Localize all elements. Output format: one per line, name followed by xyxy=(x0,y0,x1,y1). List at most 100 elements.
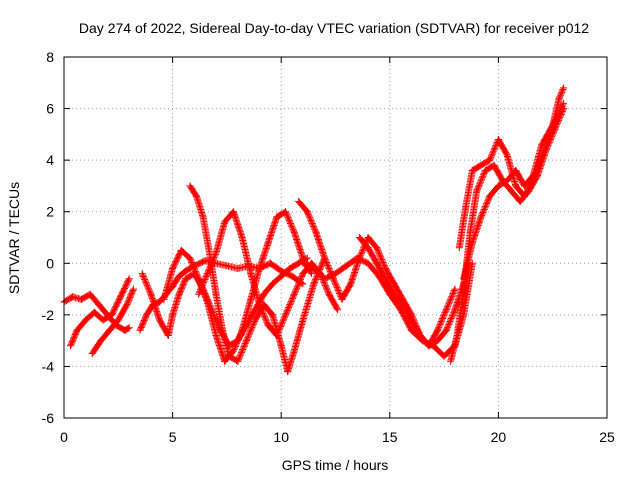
data-marker-segment xyxy=(442,306,459,334)
data-marker-segment xyxy=(238,234,255,278)
y-tick-label: 6 xyxy=(46,101,54,117)
data-marker-segment xyxy=(460,259,476,319)
data-marker-segment xyxy=(147,290,164,324)
data-marker-segment xyxy=(299,280,318,324)
data-marker-segment xyxy=(486,182,502,200)
data-marker-segment xyxy=(555,99,568,118)
data-marker-segment xyxy=(256,301,272,329)
data-marker-segment xyxy=(312,228,329,262)
data-marker-segment xyxy=(264,213,281,247)
data-marker-segment xyxy=(494,136,511,159)
data-marker-segment xyxy=(86,290,103,308)
data-marker-segment xyxy=(290,270,307,298)
plot-frame xyxy=(63,56,608,419)
data-marker-segment xyxy=(88,337,105,357)
data-marker-segment xyxy=(260,301,276,319)
data-marker-segment xyxy=(399,301,415,324)
data-marker-segment xyxy=(212,332,229,365)
data-marker-segment xyxy=(242,316,259,345)
data-marker-segment xyxy=(290,316,307,355)
data-marker-segment xyxy=(186,254,203,283)
data-marker-segment xyxy=(97,326,114,345)
data-marker-segment xyxy=(477,192,494,221)
data-marker-segment xyxy=(282,208,298,236)
data-marker-segment xyxy=(203,249,220,278)
y-tick-label: -6 xyxy=(42,410,55,426)
data-marker-segment xyxy=(521,172,537,190)
data-marker-segment xyxy=(117,275,133,301)
data-marker-segment xyxy=(266,259,285,275)
data-marker-segment xyxy=(114,301,131,324)
axis-ticks: 0 5 10 15 20 25 -6 -4 -2 0 2 4 6 8 xyxy=(42,49,615,445)
x-axis-label: GPS time / hours xyxy=(282,457,389,473)
data-marker-segment xyxy=(234,337,250,365)
x-tick-label: 25 xyxy=(599,429,615,445)
data-marker-segment xyxy=(332,262,350,278)
data-marker-segment xyxy=(73,316,90,334)
x-tick-label: 0 xyxy=(60,429,68,445)
data-marker-segment xyxy=(382,264,398,288)
data-marker-segment xyxy=(290,228,307,262)
data-marker-segment xyxy=(273,311,289,339)
data-marker-segment xyxy=(555,84,568,102)
x-tick-label: 5 xyxy=(169,429,177,445)
data-marker-segment xyxy=(195,270,211,298)
data-marker-segment xyxy=(373,259,389,283)
data-marker-segment xyxy=(108,293,124,319)
data-marker-segment xyxy=(473,167,489,195)
series-track-3 xyxy=(88,285,137,357)
x-tick-label: 20 xyxy=(491,429,507,445)
data-marker-segment xyxy=(338,280,355,303)
data-marker-segment xyxy=(199,213,213,257)
series-track-2 xyxy=(67,275,133,350)
data-marker-segment xyxy=(466,187,481,236)
data-marker-segment xyxy=(106,316,122,334)
data-marker-segment xyxy=(123,285,137,308)
y-tick-label: 2 xyxy=(46,204,54,220)
series-track-12 xyxy=(447,105,568,365)
data-marker-segment xyxy=(408,316,424,339)
data-marker-segment xyxy=(397,306,415,334)
data-marker-segment xyxy=(223,262,242,272)
data-marker-segment xyxy=(521,177,537,200)
data-marker-segment xyxy=(373,244,389,272)
series-track-11 xyxy=(355,234,472,350)
y-tick-label: 0 xyxy=(46,255,54,271)
data-marker-segment xyxy=(538,125,554,149)
data-marker-segment xyxy=(212,218,229,257)
data-marker-segment xyxy=(529,141,546,180)
data-marker-segment xyxy=(390,280,407,303)
data-marker-segment xyxy=(434,306,450,334)
chart-title: Day 274 of 2022, Sidereal Day-to-day VTE… xyxy=(79,20,589,36)
data-marker-segment xyxy=(303,208,320,236)
y-tick-label: -2 xyxy=(42,307,55,323)
data-marker-segment xyxy=(186,182,200,200)
data-marker-segment xyxy=(355,234,372,252)
grid xyxy=(64,57,607,418)
data-marker-segment xyxy=(238,295,255,334)
data-marker-segment xyxy=(453,285,468,339)
data-marker-segment xyxy=(121,324,133,334)
data-marker-segment xyxy=(325,290,342,314)
data-marker-segment xyxy=(203,298,220,339)
data-marker-segment xyxy=(390,290,407,308)
x-tick-label: 15 xyxy=(382,429,398,445)
data-marker-segment xyxy=(67,326,81,350)
series-track-6 xyxy=(160,208,316,365)
data-marker-segment xyxy=(247,270,263,308)
data-marker-segment xyxy=(382,275,398,298)
data-marker-segment xyxy=(260,280,276,298)
data-marker-segment xyxy=(542,125,559,154)
data-marker-segment xyxy=(136,311,150,334)
data-marker-segment xyxy=(364,244,381,267)
y-axis-label: SDTVAR / TECUs xyxy=(6,182,22,294)
data-points xyxy=(60,84,568,376)
data-marker-segment xyxy=(434,326,450,345)
x-tick-label: 10 xyxy=(273,429,289,445)
series-track-14 xyxy=(460,99,568,283)
data-marker-segment xyxy=(212,290,227,334)
y-tick-label: 4 xyxy=(46,152,54,168)
data-marker-segment xyxy=(547,110,563,133)
data-marker-segment xyxy=(282,290,298,319)
